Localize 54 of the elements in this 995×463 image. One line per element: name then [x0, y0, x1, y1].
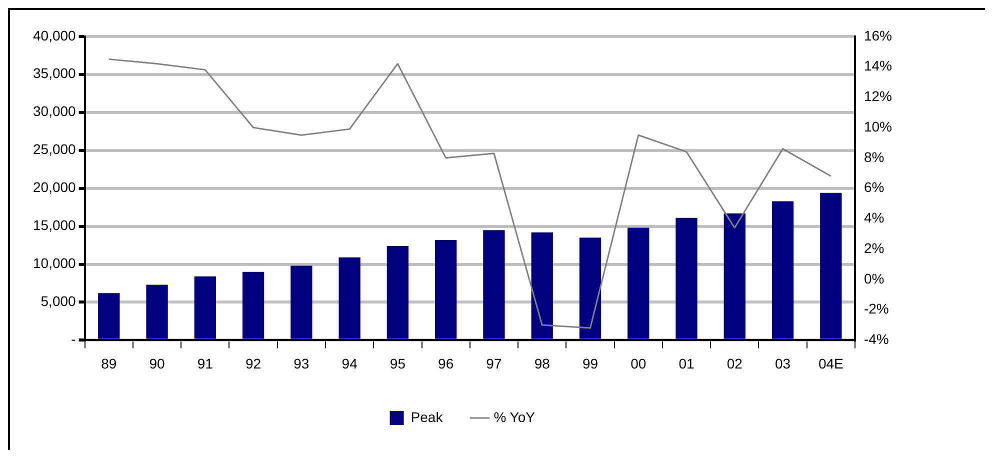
y2-tick-label: 16%: [864, 27, 892, 44]
y2-tick-label: -4%: [864, 331, 889, 348]
y-tick-label: 20,000: [32, 179, 76, 196]
y2-tick-label: 10%: [864, 118, 892, 134]
bar: [628, 228, 650, 339]
y-tick-label: 25,000: [32, 141, 76, 158]
x-tick-label: 00: [630, 355, 646, 372]
y2-tick-label: 6%: [864, 179, 884, 196]
bar: [338, 257, 360, 339]
x-tick-label: 94: [342, 355, 358, 372]
x-tick-label: 95: [390, 355, 406, 372]
x-tick-label: 01: [678, 355, 695, 372]
y-tick-label: -: [71, 331, 76, 348]
x-tick-label: 96: [438, 355, 454, 372]
y2-tick-label: 4%: [864, 210, 884, 226]
x-tick-label: 92: [246, 355, 262, 372]
x-tick-label: 99: [582, 355, 598, 372]
bar: [724, 213, 746, 339]
x-tick-label: 97: [486, 355, 502, 372]
y-tick-label: 15,000: [32, 217, 76, 234]
bar: [579, 238, 602, 339]
x-tick-label: 91: [197, 355, 214, 372]
x-tick-label: 02: [726, 355, 743, 372]
bar: [242, 272, 264, 339]
y2-tick-label: -2%: [864, 300, 889, 317]
x-tick-label: 93: [294, 355, 310, 372]
bar: [483, 230, 505, 339]
y-tick-label: 35,000: [32, 65, 76, 82]
bar: [290, 266, 312, 339]
x-tick-label: 04E: [818, 355, 844, 372]
legend-label: % YoY: [494, 408, 536, 425]
x-tick-label: 98: [534, 355, 550, 372]
y2-tick-label: 8%: [864, 148, 884, 165]
y-tick-label: 40,000: [32, 27, 76, 44]
bar: [386, 246, 409, 339]
bar: [820, 192, 842, 339]
bar: [194, 276, 216, 339]
y-tick-label: 30,000: [32, 103, 76, 120]
bar: [772, 201, 794, 339]
x-tick-label: 89: [101, 355, 117, 372]
bar: [435, 240, 457, 339]
legend-label: Peak: [410, 408, 444, 425]
y2-tick-label: 12%: [864, 88, 892, 104]
bar: [531, 232, 553, 339]
y2-tick-label: 2%: [864, 240, 884, 256]
y2-tick-label: 0%: [864, 270, 884, 286]
y2-tick-label: 14%: [864, 58, 892, 74]
y-tick-label: 5,000: [40, 293, 76, 310]
bar: [146, 284, 168, 339]
bar: [98, 293, 120, 339]
x-tick-label: 90: [149, 355, 166, 372]
bar: [676, 218, 698, 339]
y-tick-label: 10,000: [32, 255, 76, 272]
x-tick-label: 03: [774, 355, 791, 372]
